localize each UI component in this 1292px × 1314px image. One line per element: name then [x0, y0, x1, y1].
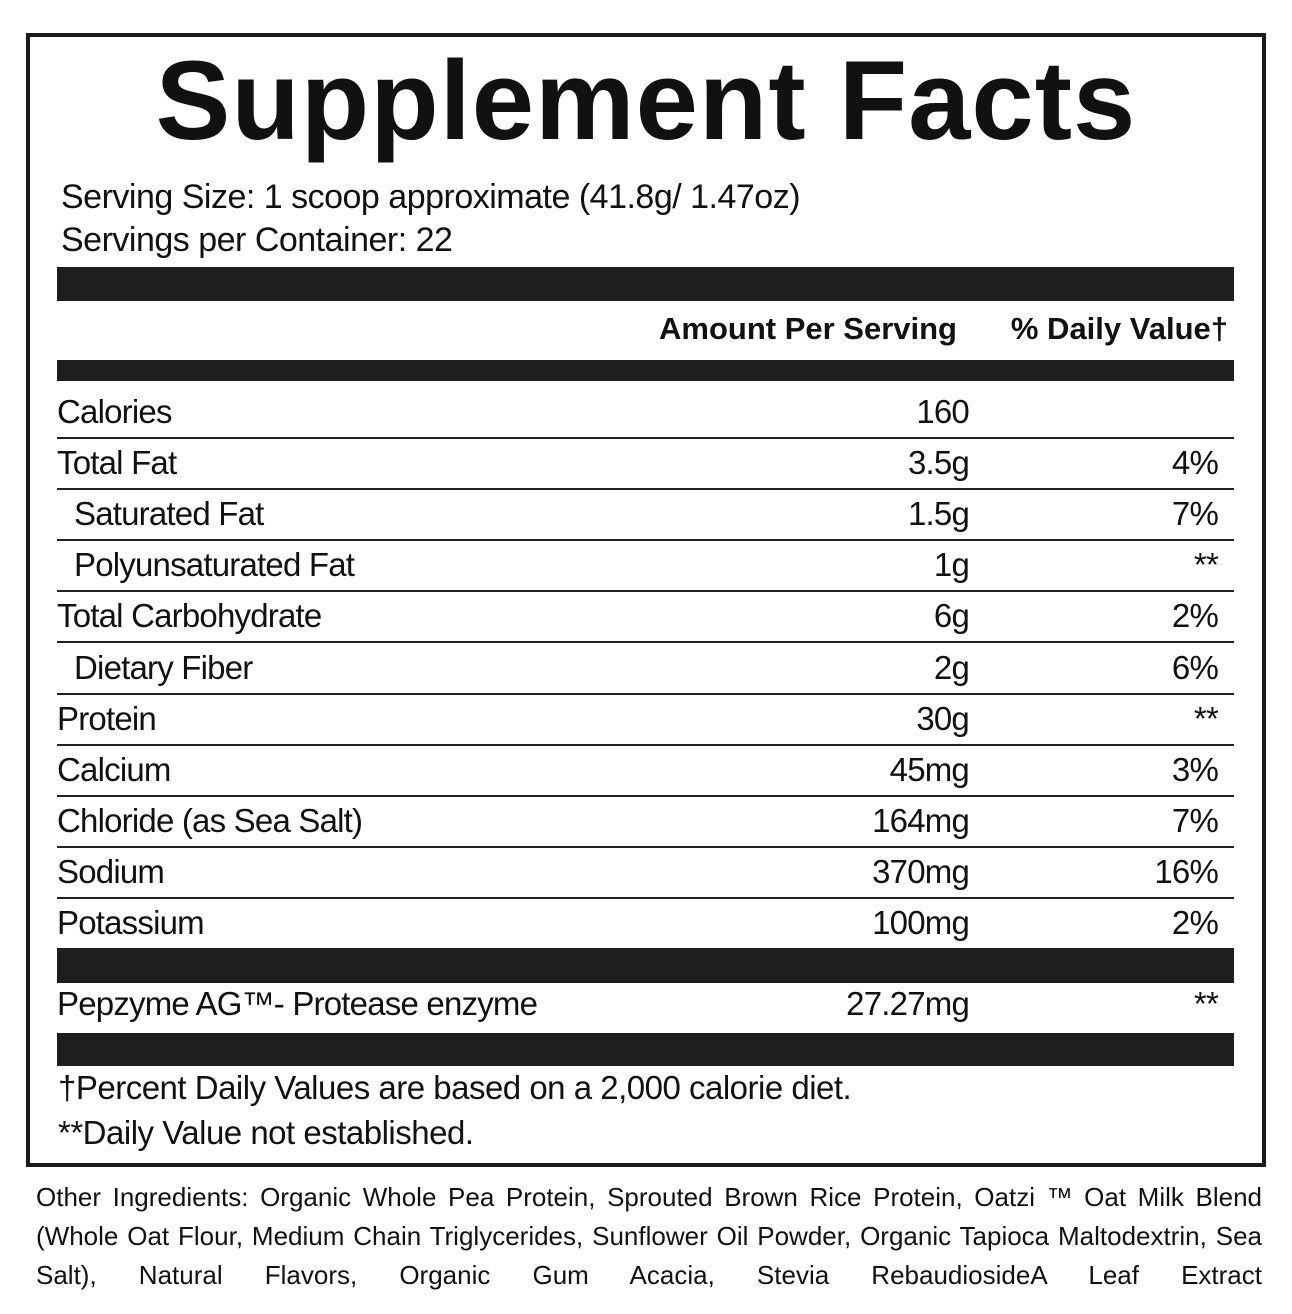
daily-value: 16%	[1154, 852, 1218, 890]
daily-value-header: % Daily Value†	[1010, 311, 1228, 346]
amount: 45mg	[889, 750, 970, 788]
nutrient-name: Calories	[57, 393, 172, 430]
nutrient-name: Total Fat	[57, 444, 177, 482]
daily-value: **	[1193, 985, 1219, 1022]
row-rule	[57, 845, 1234, 848]
amount: 100mg	[872, 904, 970, 941]
nutrient-name: Potassium	[57, 904, 205, 941]
row-rule	[57, 692, 1234, 695]
nutrient-name: Total Carbohydrate	[57, 597, 322, 635]
daily-value: **	[1193, 699, 1219, 737]
row-rule	[57, 539, 1234, 542]
nutrient-name: Protein	[57, 699, 157, 737]
footnote: **Daily Value not established.	[58, 1114, 474, 1151]
thick-bar	[57, 360, 1234, 381]
daily-value: 7%	[1171, 495, 1219, 533]
amount: 1g	[933, 546, 970, 584]
daily-value: 2%	[1171, 904, 1219, 941]
nutrient-name: Dietary Fiber	[74, 648, 253, 686]
nutrient-name: Saturated Fat	[74, 495, 264, 533]
daily-value: 2%	[1171, 597, 1219, 635]
amount: 164mg	[872, 801, 970, 839]
row-rule	[57, 794, 1234, 797]
serving-size: Serving Size: 1 scoop approximate (41.8g…	[61, 178, 801, 216]
label-border	[26, 33, 1266, 1167]
row-rule	[57, 743, 1234, 746]
row-rule	[57, 896, 1234, 899]
servings-per-container: Servings per Container: 22	[61, 221, 453, 259]
amount: 27.27mg	[846, 985, 970, 1022]
row-rule	[57, 488, 1234, 491]
daily-value: 6%	[1171, 648, 1219, 686]
daily-value: 7%	[1171, 801, 1219, 839]
nutrient-name: Calcium	[57, 750, 171, 788]
nutrient-name: Sodium	[57, 852, 165, 890]
thick-bar	[57, 1033, 1234, 1066]
amount: 370mg	[872, 852, 970, 890]
row-rule	[57, 437, 1234, 439]
daily-value: **	[1193, 546, 1219, 584]
nutrient-name: Pepzyme AG™- Protease enzyme	[57, 985, 538, 1022]
row-rule	[57, 641, 1234, 644]
amount: 2g	[933, 648, 970, 686]
amount: 160	[916, 393, 969, 430]
row-rule	[57, 590, 1234, 593]
thick-bar	[57, 267, 1234, 301]
amount: 30g	[916, 699, 969, 737]
other-ingredients: Other Ingredients: Organic Whole Pea Pro…	[36, 1182, 1262, 1290]
nutrient-name: Polyunsaturated Fat	[74, 546, 355, 584]
footnote: †Percent Daily Values are based on a 2,0…	[58, 1069, 852, 1106]
amount-header: Amount Per Serving	[659, 311, 957, 346]
daily-value: 3%	[1171, 750, 1219, 788]
nutrient-name: Chloride (as Sea Salt)	[57, 801, 363, 839]
amount: 1.5g	[907, 495, 970, 533]
title: Supplement Facts	[155, 38, 1137, 163]
daily-value: 4%	[1171, 444, 1219, 482]
thick-bar	[57, 948, 1234, 983]
amount: 3.5g	[907, 444, 970, 482]
amount: 6g	[933, 597, 970, 635]
